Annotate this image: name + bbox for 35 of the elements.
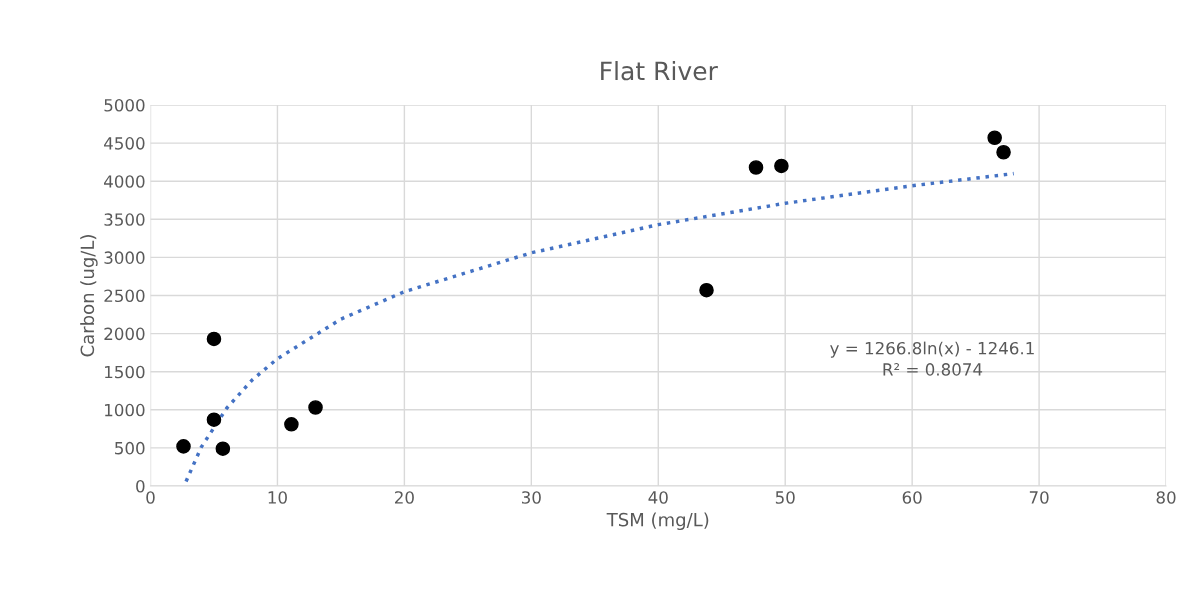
y-axis-title: Carbon (ug/L)	[80, 235, 98, 357]
point	[748, 160, 764, 175]
point	[699, 282, 714, 298]
x-tick-label: 30	[521, 491, 541, 504]
point	[774, 158, 789, 174]
x-tick-label: 50	[775, 491, 795, 504]
y-tick-label: 5000	[104, 98, 145, 112]
point	[206, 412, 222, 427]
point	[308, 400, 323, 415]
x-tick-label: 40	[648, 491, 668, 504]
y-tick-label: 1000	[105, 403, 145, 417]
point	[206, 331, 222, 347]
x-tick-label: 10	[268, 491, 287, 504]
x-tick-label: 70	[1029, 491, 1049, 504]
x-tick-label: 20	[395, 491, 414, 504]
y-tick-label: 500	[115, 441, 145, 455]
annotation: y = 1266.8ln(x) - 1246.1 R² = 0.8074	[830, 341, 1034, 376]
point	[176, 439, 191, 454]
point	[284, 416, 299, 432]
point	[215, 441, 231, 456]
y-tick-label: 2500	[104, 289, 145, 303]
y-tick-label: 4000	[104, 175, 145, 188]
chart-title: Flat River	[601, 61, 718, 81]
x-axis-title: TSM (mg/L)	[606, 512, 709, 531]
y-tick-label: 1500	[105, 365, 145, 379]
y-tick-label: 2000	[104, 327, 145, 341]
point	[987, 130, 1002, 146]
x-tick-label: 60	[902, 491, 922, 504]
x-tick-label: 80	[1156, 491, 1176, 504]
y-tick-label: 0	[136, 479, 145, 493]
y-tick-label: 3500	[104, 213, 145, 226]
point	[996, 144, 1011, 160]
y-tick-label: 4500	[104, 137, 145, 150]
x-tick-label: 0	[146, 491, 155, 504]
y-tick-label: 3000	[104, 251, 145, 264]
